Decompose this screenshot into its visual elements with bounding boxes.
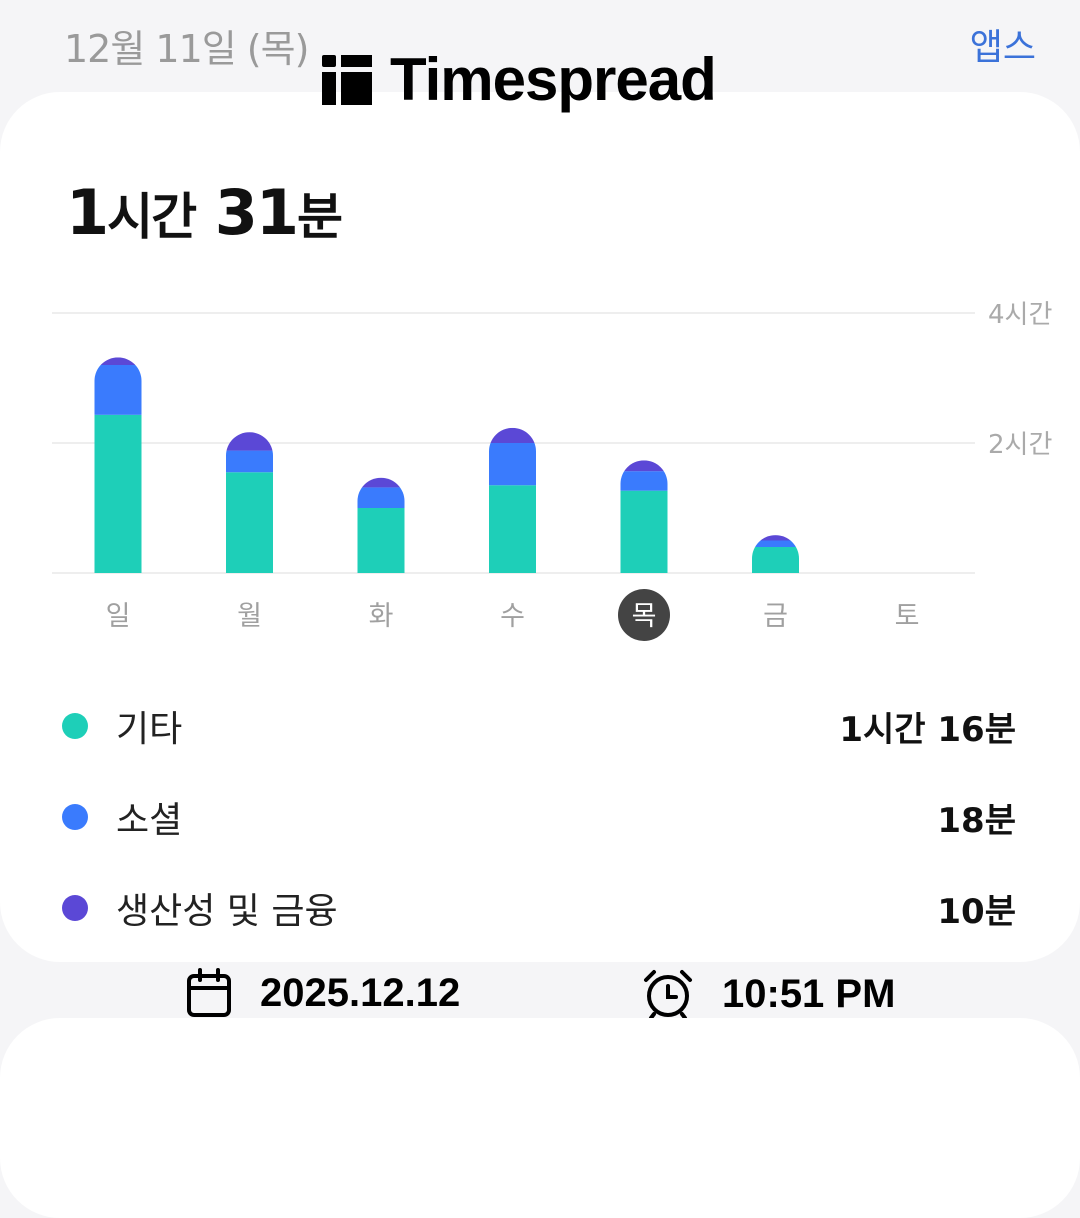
hours-unit: 시간 xyxy=(107,188,197,246)
bar-segment xyxy=(620,460,668,472)
footer-time: 10:51 PM xyxy=(642,968,895,1020)
bar-segment xyxy=(752,547,799,573)
bar-segment xyxy=(489,427,536,443)
usage-card xyxy=(0,92,1080,962)
bar-segment xyxy=(357,508,405,573)
y-tick-label: 2시간 xyxy=(988,430,1052,460)
bar-segment xyxy=(752,540,799,547)
bar-segment xyxy=(620,471,668,491)
brand-watermark: Timespread xyxy=(322,46,717,113)
legend-dot-icon xyxy=(62,713,88,739)
legend-value: 10분 xyxy=(937,891,1016,932)
brand-name: Timespread xyxy=(390,46,717,113)
footer-date: 2025.12.12 xyxy=(186,968,460,1018)
timespread-logo-icon xyxy=(322,55,372,105)
apps-link[interactable]: 앱스 xyxy=(969,27,1036,68)
legend-label: 소셜 xyxy=(116,800,183,841)
x-tick-label[interactable]: 월 xyxy=(237,601,262,632)
legend-label: 생산성 및 금융 xyxy=(116,891,338,932)
legend-item[interactable]: 생산성 및 금융 10분 xyxy=(62,882,1016,934)
x-tick-label[interactable]: 토 xyxy=(895,601,920,632)
legend-item[interactable]: 기타 1시간 16분 xyxy=(62,700,1016,752)
bar-segment xyxy=(94,414,142,573)
legend-value: 1시간 16분 xyxy=(839,709,1016,750)
bar-segment xyxy=(357,487,405,508)
legend-label: 기타 xyxy=(116,709,183,750)
legend-dot-icon xyxy=(62,804,88,830)
footer-time-text: 10:51 PM xyxy=(722,971,896,1016)
footer: 2025.12.12 10:51 PM xyxy=(0,968,1080,1024)
selected-day-marker xyxy=(618,589,670,641)
bar-segment xyxy=(620,490,668,573)
bar-segment xyxy=(226,432,273,451)
date-header: 12월 11일 (목) xyxy=(64,27,309,71)
next-card xyxy=(0,1018,1080,1218)
bar-segment xyxy=(489,485,536,573)
alarm-clock-icon xyxy=(644,970,692,1020)
total-hours: 1 xyxy=(66,176,109,249)
calendar-icon xyxy=(187,968,231,1017)
minutes-unit: 분 xyxy=(297,188,343,246)
bar-segment xyxy=(489,443,536,486)
bar-segment xyxy=(94,365,142,415)
total-minutes: 31 xyxy=(214,176,299,249)
x-tick-label[interactable]: 수 xyxy=(500,601,525,632)
x-tick-label[interactable]: 목 xyxy=(632,601,657,632)
footer-date-text: 2025.12.12 xyxy=(260,970,461,1015)
bar-segment xyxy=(94,357,142,365)
bar-segment xyxy=(752,535,799,541)
bar-segment xyxy=(357,477,405,488)
bar-segment xyxy=(226,472,273,573)
legend-value: 18분 xyxy=(937,800,1016,841)
y-tick-label: 4시간 xyxy=(988,300,1052,330)
bar-segment xyxy=(226,450,273,473)
legend-item[interactable]: 소셜 18분 xyxy=(62,791,1016,843)
x-tick-label[interactable]: 화 xyxy=(369,601,394,632)
x-tick-label[interactable]: 금 xyxy=(763,601,788,632)
x-tick-label[interactable]: 일 xyxy=(106,601,131,632)
legend-dot-icon xyxy=(62,895,88,921)
total-usage: 1시간 31분 xyxy=(66,176,343,249)
